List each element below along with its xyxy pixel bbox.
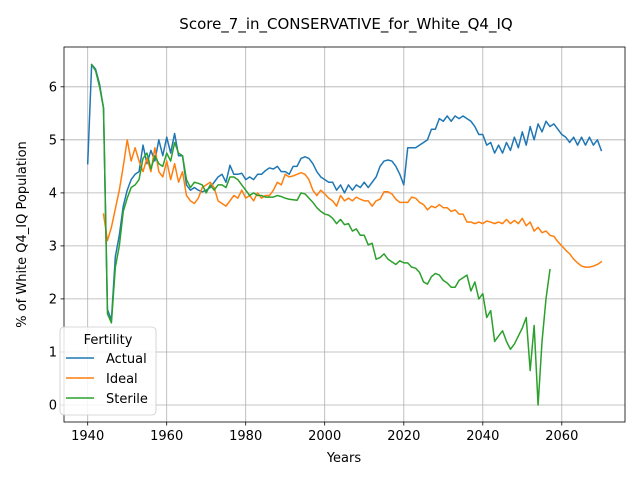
x-tick-label: 2060 bbox=[545, 429, 578, 444]
x-axis-ticks: 1940 1960 1980 2000 2020 2040 2060 bbox=[71, 422, 578, 444]
series-line-actual bbox=[86, 63, 603, 321]
series-line-ideal bbox=[102, 139, 603, 268]
x-tick-label: 1960 bbox=[150, 429, 183, 444]
plot-frame bbox=[63, 46, 626, 423]
y-tick-label: 6 bbox=[49, 80, 57, 95]
legend: Fertility Actual Ideal Sterile bbox=[59, 326, 157, 416]
x-tick-label: 1940 bbox=[71, 429, 104, 444]
y-tick-label: 2 bbox=[49, 292, 57, 307]
series-lines bbox=[86, 63, 603, 406]
series-line-sterile bbox=[90, 63, 551, 406]
y-axis-ticks: 0 1 2 3 4 5 6 bbox=[49, 80, 64, 414]
legend-box bbox=[59, 326, 157, 416]
y-tick-label: 0 bbox=[49, 399, 57, 414]
legend-label-ideal: Ideal bbox=[106, 372, 138, 387]
x-tick-label: 2020 bbox=[387, 429, 420, 444]
x-tick-label: 2040 bbox=[466, 429, 499, 444]
x-axis-label: Years bbox=[326, 451, 362, 466]
y-axis-label: % of White Q4_IQ Population bbox=[15, 141, 30, 328]
y-tick-label: 5 bbox=[49, 133, 57, 148]
legend-title: Fertility bbox=[84, 333, 133, 348]
chart-title: Score_7_in_CONSERVATIVE_for_White_Q4_IQ bbox=[179, 15, 512, 34]
legend-label-sterile: Sterile bbox=[106, 392, 148, 407]
y-tick-label: 4 bbox=[49, 186, 57, 201]
grid bbox=[64, 47, 625, 422]
legend-entries: Actual Ideal Sterile bbox=[66, 352, 148, 407]
x-tick-label: 1980 bbox=[229, 429, 262, 444]
legend-label-actual: Actual bbox=[106, 352, 147, 367]
y-tick-label: 1 bbox=[49, 346, 57, 361]
y-tick-label: 3 bbox=[49, 239, 57, 254]
x-tick-label: 2000 bbox=[308, 429, 341, 444]
